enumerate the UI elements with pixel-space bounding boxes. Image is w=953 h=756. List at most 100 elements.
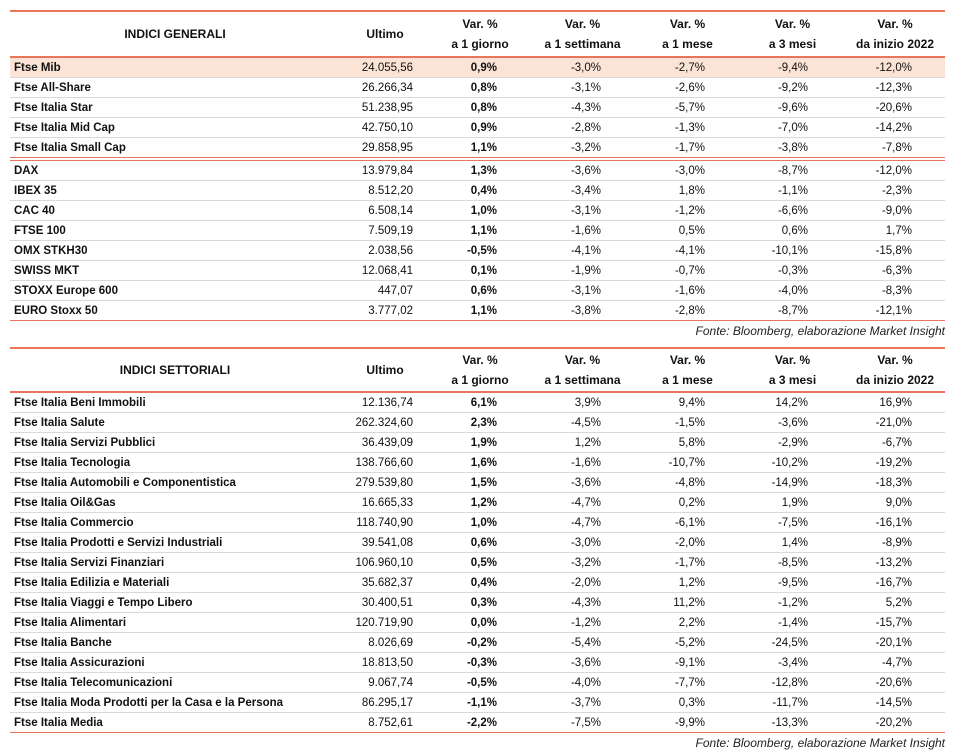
cell-value: -14,2% — [845, 117, 945, 138]
header-cell: Var. % a 3 mesi — [740, 347, 845, 393]
data-row: Ftse Italia Media 8.752,61 -2,2% -7,5% -9,9%… — [10, 712, 945, 733]
row-label: Ftse Italia Servizi Finanziari — [10, 552, 340, 573]
cell-value: 3,9% — [530, 392, 635, 413]
row-label: Ftse Italia Telecomunicazioni — [10, 672, 340, 693]
cell-value: -3,6% — [530, 159, 635, 181]
cell-value: 262.324,60 — [340, 412, 430, 433]
cell-value: -10,1% — [740, 240, 845, 261]
cell-value: -4,0% — [530, 672, 635, 693]
row-label: Ftse Italia Small Cap — [10, 137, 340, 161]
cell-value: 1,1% — [430, 300, 530, 321]
cell-value: -0,2% — [430, 632, 530, 653]
header-text: a 3 mesi — [768, 373, 817, 387]
data-row: Ftse Italia Oil&Gas 16.665,33 1,2% -4,7% 0,2… — [10, 492, 945, 513]
cell-value: -4,3% — [530, 592, 635, 613]
cell-value: -0,5% — [430, 240, 530, 261]
cell-value: -7,0% — [740, 117, 845, 138]
row-label: EURO Stoxx 50 — [10, 300, 340, 321]
cell-value: -9,2% — [740, 77, 845, 98]
cell-value: -12,0% — [845, 57, 945, 78]
cell-value: -4,5% — [530, 412, 635, 433]
cell-value: 30.400,51 — [340, 592, 430, 613]
row-label: STOXX Europe 600 — [10, 280, 340, 301]
cell-value: -11,7% — [740, 692, 845, 713]
cell-value: -18,3% — [845, 472, 945, 493]
cell-value: -9,5% — [740, 572, 845, 593]
cell-value: -16,7% — [845, 572, 945, 593]
cell-value: 0,8% — [430, 97, 530, 118]
header-text: a 3 mesi — [768, 37, 817, 51]
cell-value: 9,0% — [845, 492, 945, 513]
header-row: INDICI GENERALI Ultimo Var. % a 1 giorno Var… — [10, 10, 945, 58]
header-text: a 1 giorno — [451, 373, 509, 387]
cell-value: -5,4% — [530, 632, 635, 653]
cell-value: -8,7% — [740, 159, 845, 181]
cell-value: 7.509,19 — [340, 220, 430, 241]
row-label: Ftse Italia Beni Immobili — [10, 392, 340, 413]
row-label: Ftse Italia Automobili e Componentistica — [10, 472, 340, 493]
header-text: Var. % — [564, 353, 601, 367]
cell-value: -7,5% — [530, 712, 635, 733]
data-table: INDICI SETTORIALI Ultimo Var. % a 1 giorno V… — [10, 347, 945, 733]
cell-value: -16,1% — [845, 512, 945, 533]
cell-value: 39.541,08 — [340, 532, 430, 553]
cell-value: -2,8% — [530, 117, 635, 138]
cell-value: -3,0% — [635, 159, 740, 181]
source-note: Fonte: Bloomberg, elaborazione Market In… — [695, 324, 945, 338]
header-cell: Var. % a 3 mesi — [740, 10, 845, 58]
cell-value: -20,2% — [845, 712, 945, 733]
row-label: Ftse Italia Banche — [10, 632, 340, 653]
row-label: Ftse Mib — [10, 57, 340, 78]
header-text: a 1 settimana — [544, 373, 621, 387]
data-row: SWISS MKT 12.068,41 0,1% -1,9% -0,7% -0,3% -6,… — [10, 260, 945, 281]
header-cell: Ultimo — [340, 10, 430, 58]
cell-value: -1,6% — [530, 452, 635, 473]
cell-value: -3,8% — [740, 137, 845, 161]
data-row: Ftse Italia Small Cap 29.858,95 1,1% -3,2% -… — [10, 137, 945, 161]
header-text: Var. % — [877, 17, 913, 31]
cell-value: 18.813,50 — [340, 652, 430, 673]
cell-value: -2,2% — [430, 712, 530, 733]
data-row: Ftse Italia Salute 262.324,60 2,3% -4,5% -1,… — [10, 412, 945, 433]
cell-value: -3,6% — [530, 472, 635, 493]
row-label: Ftse Italia Assicurazioni — [10, 652, 340, 673]
cell-value: -3,1% — [530, 77, 635, 98]
cell-value: 106.960,10 — [340, 552, 430, 573]
cell-value: -3,6% — [740, 412, 845, 433]
cell-value: 8.512,20 — [340, 180, 430, 201]
cell-value: 51.238,95 — [340, 97, 430, 118]
cell-value: -19,2% — [845, 452, 945, 473]
header-cell: Var. % a 1 mese — [635, 10, 740, 58]
header-cell: Var. % da inizio 2022 — [845, 10, 945, 58]
cell-value: 0,8% — [430, 77, 530, 98]
cell-value: 1,9% — [430, 432, 530, 453]
row-label: Ftse Italia Servizi Pubblici — [10, 432, 340, 453]
cell-value: -3,0% — [530, 57, 635, 78]
row-label: Ftse Italia Commercio — [10, 512, 340, 533]
cell-value: -12,3% — [845, 77, 945, 98]
cell-value: -10,2% — [740, 452, 845, 473]
cell-value: 0,5% — [430, 552, 530, 573]
header-text: Var. % — [774, 17, 811, 31]
cell-value: -4,7% — [530, 492, 635, 513]
data-row: FTSE 100 7.509,19 1,1% -1,6% 0,5% 0,6% 1,7% — [10, 220, 945, 241]
cell-value: 0,9% — [430, 57, 530, 78]
data-row: Ftse Italia Moda Prodotti per la Casa e … — [10, 692, 945, 713]
header-text: Var. % — [669, 17, 706, 31]
row-label: Ftse All-Share — [10, 77, 340, 98]
cell-value: 0,4% — [430, 180, 530, 201]
cell-value: -2,9% — [740, 432, 845, 453]
cell-value: -12,0% — [845, 159, 945, 181]
header-text: Var. % — [877, 353, 913, 367]
row-label: Ftse Italia Prodotti e Servizi Industria… — [10, 532, 340, 553]
header-cell: Var. % a 1 giorno — [430, 347, 530, 393]
cell-value: 0,0% — [430, 612, 530, 633]
cell-value: 0,3% — [635, 692, 740, 713]
header-cell: Var. % da inizio 2022 — [845, 347, 945, 393]
header-text: Var. % — [669, 353, 706, 367]
cell-value: -10,7% — [635, 452, 740, 473]
cell-value: 447,07 — [340, 280, 430, 301]
header-text: Var. % — [564, 17, 601, 31]
cell-value: -14,9% — [740, 472, 845, 493]
